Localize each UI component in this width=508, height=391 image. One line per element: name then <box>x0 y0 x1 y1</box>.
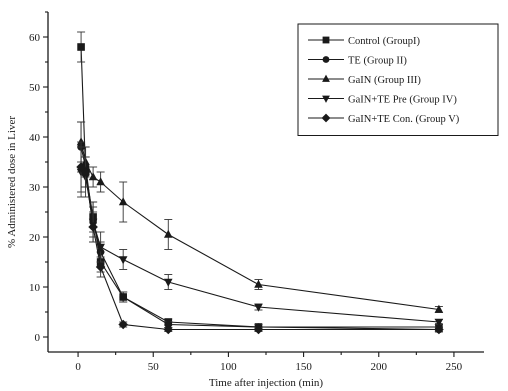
legend-label: TE (Group II) <box>348 56 407 67</box>
y-tick-label: 30 <box>29 182 41 194</box>
axes: 0 50 100 150 200 250 0 10 20 30 40 50 60 <box>29 11 484 373</box>
data-point-diamond <box>321 113 331 123</box>
data-point-diamond <box>253 324 264 335</box>
data-point-triangle-up <box>88 172 98 181</box>
legend-entry: GaIN+TE Pre (Group IV) <box>308 95 457 106</box>
series-layer <box>76 31 444 335</box>
legend-label: GaIN+TE Pre (Group IV) <box>348 95 457 106</box>
data-point-diamond <box>80 167 91 177</box>
data-point-triangle-down <box>254 303 263 312</box>
x-tick-label: 100 <box>220 361 237 373</box>
series-line <box>80 171 439 323</box>
data-point-diamond <box>434 324 444 335</box>
legend-label: GaIN (Group III) <box>348 75 421 86</box>
x-tick-label: 0 <box>75 361 81 373</box>
y-tick-label: 50 <box>29 82 41 94</box>
data-point-triangle-down <box>322 95 330 103</box>
data-point-square <box>322 36 330 44</box>
data-point-triangle-up <box>434 304 444 313</box>
series-line <box>80 166 439 331</box>
legend-label: GaIN+TE Con. (Group V) <box>348 114 460 125</box>
data-point-square <box>77 43 85 51</box>
y-tick-label: 0 <box>35 332 41 344</box>
legend-box <box>297 23 499 136</box>
y-axis-title: % Administered dose in Liver <box>6 116 18 248</box>
x-tick-label: 50 <box>148 361 160 373</box>
y-tick-label: 20 <box>29 232 41 244</box>
legend: Control (GroupI) TE (Group II) GaIN (Group… <box>297 23 499 136</box>
x-tick-label: 150 <box>295 361 312 373</box>
data-point-triangle-down <box>96 243 105 252</box>
series-5 <box>76 141 444 335</box>
x-tick-label: 200 <box>371 361 388 373</box>
legend-entry: Control (GroupI) <box>308 36 421 47</box>
data-point-diamond <box>163 324 174 335</box>
data-point-circle <box>119 293 127 301</box>
series-3 <box>76 121 444 313</box>
legend-label: Control (GroupI) <box>348 36 421 47</box>
data-point-triangle-up <box>254 279 263 288</box>
y-tick-label: 10 <box>29 282 41 294</box>
data-point-triangle-up <box>96 177 105 186</box>
legend-entry: GaIN (Group III) <box>308 74 421 86</box>
data-point-triangle-up <box>76 137 86 146</box>
data-point-triangle-down <box>118 256 128 265</box>
legend-entry: TE (Group II) <box>308 56 407 67</box>
data-point-circle <box>164 320 173 329</box>
data-point-diamond <box>88 222 98 232</box>
series-4 <box>76 146 444 327</box>
data-point-diamond <box>118 319 128 330</box>
data-point-triangle-up <box>163 229 173 238</box>
data-point-diamond <box>95 262 106 272</box>
y-tick-label: 60 <box>29 32 41 44</box>
y-tick-label: 40 <box>29 132 41 144</box>
data-point-triangle-down <box>163 278 173 287</box>
x-axis-title: Time after injection (min) <box>209 377 323 389</box>
data-point-triangle-up <box>322 74 330 82</box>
x-tick-label: 250 <box>446 361 463 373</box>
data-point-triangle-down <box>434 318 444 327</box>
legend-entry: GaIN+TE Con. (Group V) <box>308 113 460 125</box>
data-point-triangle-up <box>118 197 128 206</box>
data-point-circle <box>322 56 330 63</box>
